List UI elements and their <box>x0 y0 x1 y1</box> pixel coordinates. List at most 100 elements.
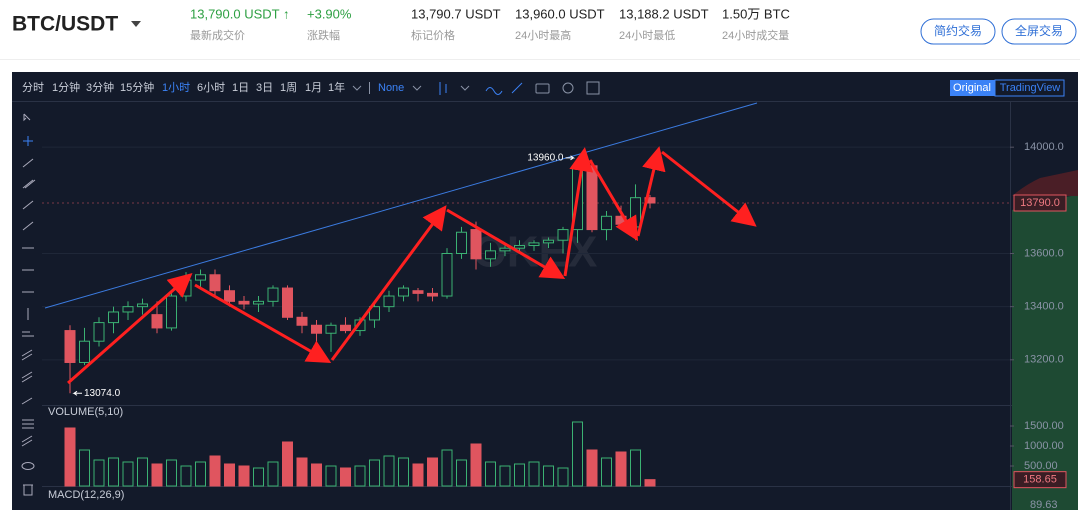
tool[interactable] <box>21 349 33 361</box>
interval[interactable]: 1周 <box>280 81 297 94</box>
view-toggle-active[interactable] <box>950 80 995 96</box>
dropdown[interactable] <box>352 85 362 91</box>
button-label[interactable]: 全屏交易 <box>1015 23 1063 38</box>
label: 涨跌幅 <box>307 28 340 42</box>
tool[interactable] <box>21 397 33 405</box>
volume-bar <box>369 459 380 487</box>
volume-bar <box>296 457 308 487</box>
volume-bar <box>209 455 221 487</box>
tool[interactable] <box>22 200 34 210</box>
tool[interactable] <box>23 136 33 146</box>
volume-bar <box>267 461 279 487</box>
candle-body <box>224 290 235 302</box>
tool[interactable] <box>22 419 34 429</box>
button[interactable] <box>920 18 996 45</box>
tool[interactable] <box>23 484 33 496</box>
view-label[interactable]: Original <box>953 82 991 94</box>
volume-bar <box>456 459 467 487</box>
y-tick-label: 500.00 <box>1024 460 1058 472</box>
interval[interactable]: 3分钟 <box>86 80 114 94</box>
annotation-arrows <box>67 146 757 385</box>
candle-body <box>166 295 177 329</box>
interval[interactable]: 3日 <box>256 82 273 94</box>
draw-icon[interactable] <box>511 82 523 94</box>
high-marker-arrow <box>565 155 576 161</box>
left-tools <box>21 113 36 496</box>
tool[interactable] <box>22 179 36 189</box>
volume-bar <box>630 449 641 487</box>
pair-dropdown[interactable] <box>131 21 141 27</box>
arrow <box>563 147 594 277</box>
tool[interactable] <box>22 221 34 231</box>
candle-body <box>267 287 279 302</box>
candle-body <box>383 295 395 308</box>
volume-bar <box>354 465 366 487</box>
pair[interactable]: BTC/USDT <box>12 13 118 36</box>
candle-body <box>64 330 76 363</box>
interval[interactable]: 1月 <box>305 82 322 94</box>
volume-bar <box>325 465 337 487</box>
dropdown[interactable] <box>460 85 470 91</box>
interval[interactable]: 1小时 <box>162 81 190 94</box>
button[interactable] <box>1001 18 1077 45</box>
candle-body <box>499 247 511 252</box>
dropdown[interactable] <box>412 85 422 91</box>
settings-icon[interactable] <box>562 82 574 94</box>
arrow <box>636 146 666 237</box>
arrow <box>67 273 193 385</box>
last-price: 13,790.0 USDT ↑ <box>190 6 289 21</box>
candle-body <box>340 324 351 332</box>
volume-bar <box>441 449 453 487</box>
view-label[interactable]: TradingView <box>1000 82 1061 94</box>
candle-body <box>282 287 293 318</box>
fullscreen-icon[interactable] <box>586 81 600 95</box>
arrow <box>330 205 447 361</box>
interval[interactable]: 1年 <box>328 80 345 94</box>
volume-bar <box>615 451 627 487</box>
interval[interactable]: 分时 <box>22 81 44 94</box>
y-tick-label: 89.63 <box>1030 499 1058 510</box>
interval[interactable]: 6小时 <box>197 81 225 94</box>
candle-body <box>485 250 496 260</box>
interval[interactable]: 15分钟 <box>120 80 154 94</box>
volume-bar <box>514 463 525 487</box>
tool[interactable] <box>21 435 33 447</box>
interval[interactable]: 1分钟 <box>52 80 80 94</box>
tool[interactable] <box>23 113 31 122</box>
candle-body <box>470 229 482 260</box>
volume-bar <box>282 441 293 487</box>
change: +3.90% <box>307 6 352 21</box>
indicator-select[interactable]: None <box>378 82 404 94</box>
candle-body <box>195 274 206 281</box>
volume-bar <box>485 461 496 487</box>
high-marker: 13960.0 <box>527 152 564 163</box>
y-tick-label: 13400.0 <box>1024 301 1064 313</box>
candle-body <box>543 239 554 244</box>
tool[interactable] <box>22 331 34 337</box>
toolbar-icons <box>369 81 600 95</box>
low-marker: 13074.0 <box>84 388 121 399</box>
tool[interactable] <box>21 371 33 383</box>
view-toggle[interactable] <box>994 79 1065 97</box>
candle-body <box>398 287 409 297</box>
low-marker-arrow <box>72 390 82 396</box>
tool[interactable] <box>21 462 35 470</box>
chart-type[interactable] <box>439 82 447 95</box>
volume-bar <box>108 457 119 487</box>
candle-body <box>122 306 134 313</box>
label: 标记价格 <box>411 28 455 42</box>
candle-body <box>601 215 612 231</box>
button-label[interactable]: 简约交易 <box>934 23 982 38</box>
camera-icon[interactable] <box>535 83 550 94</box>
candle-body <box>296 316 308 326</box>
indicator-icon[interactable] <box>485 87 503 95</box>
candle-body <box>209 274 221 292</box>
interval[interactable]: 1日 <box>232 82 249 94</box>
volume-bar <box>311 463 322 487</box>
mark-price: 13,790.7 USDT <box>411 6 501 21</box>
candle-body <box>151 314 163 329</box>
tool[interactable] <box>22 158 34 168</box>
candle-body <box>93 322 105 342</box>
candle-body <box>325 324 337 334</box>
